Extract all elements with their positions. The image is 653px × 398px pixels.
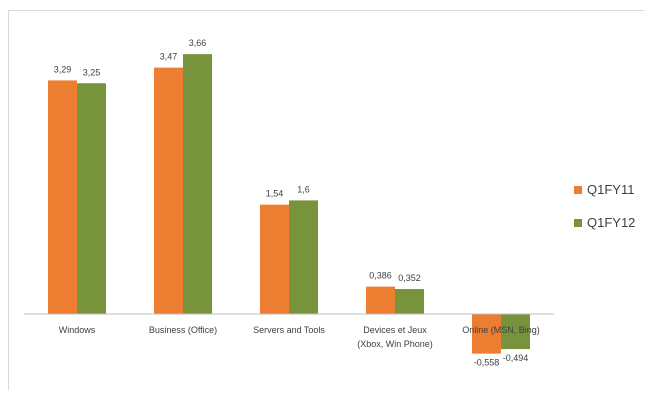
category-label-2-0: Servers and Tools	[253, 325, 325, 335]
legend-label-q1fy11: Q1FY11	[587, 182, 634, 197]
category-label-3-1: (Xbox, Win Phone)	[357, 339, 433, 349]
legend-swatch-q1fy11	[574, 186, 582, 194]
data-label-q1fy11-1: 3,47	[160, 52, 178, 62]
bar-q1fy11-1	[154, 67, 183, 314]
bar-q1fy12-2	[289, 200, 318, 314]
bar-q1fy12-0	[77, 83, 106, 314]
bar-q1fy11-3	[366, 286, 395, 314]
data-label-q1fy11-4: -0,558	[474, 358, 500, 368]
chart-frame	[8, 10, 644, 390]
bars-layer	[48, 54, 530, 354]
data-label-q1fy11-3: 0,386	[369, 271, 392, 281]
data-labels-layer: 3,29 3,25 3,47 3,66 1,54 1,6 0,386 0,352 -0,558-…	[54, 38, 529, 367]
bar-q1fy12-4	[501, 314, 530, 350]
data-label-q1fy12-3: 0,352	[398, 273, 421, 283]
bar-q1fy11-0	[48, 80, 77, 314]
legend-swatch-q1fy12	[574, 219, 582, 227]
bar-q1fy11-2	[260, 204, 289, 314]
data-label-q1fy12-4: -0,494	[503, 353, 529, 363]
bar-q1fy12-1	[183, 54, 212, 314]
bar-q1fy11-4	[472, 314, 501, 354]
data-label-q1fy11-2: 1,54	[266, 189, 284, 199]
data-label-q1fy11-0: 3,29	[54, 64, 72, 74]
category-label-4-0: Online (MSN, Bing)	[462, 325, 540, 335]
category-label-0-0: Windows	[59, 325, 96, 335]
category-label-3-0: Devices et Jeux	[363, 325, 427, 335]
legend-label-q1fy12: Q1FY12	[587, 215, 635, 230]
category-tick-labels: Windows Business (Office) Servers and Tool…	[59, 325, 540, 349]
data-label-q1fy12-0: 3,25	[83, 67, 101, 77]
data-label-q1fy12-1: 3,66	[189, 38, 207, 48]
legend: Q1FY11 Q1FY12	[574, 182, 635, 230]
data-label-q1fy12-2: 1,6	[297, 184, 310, 194]
bar-q1fy12-3	[395, 289, 424, 314]
category-label-1-0: Business (Office)	[149, 325, 217, 335]
